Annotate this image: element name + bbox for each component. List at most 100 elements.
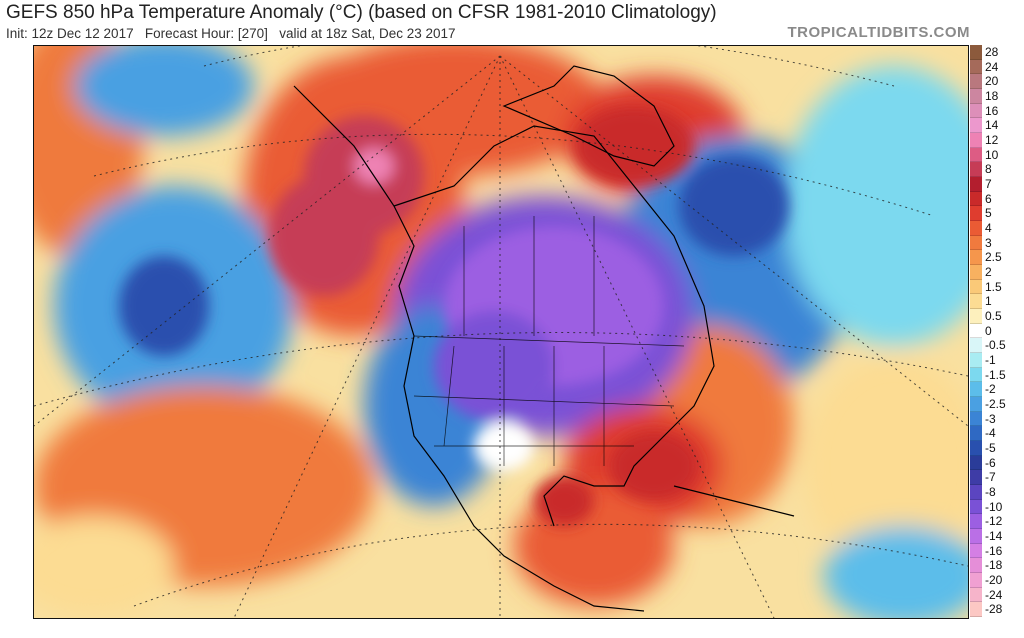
map-title: GEFS 850 hPa Temperature Anomaly (°C) (b…: [6, 2, 717, 23]
colorbar-entry: 20: [970, 74, 1020, 89]
colorbar-label: -24: [985, 587, 1003, 602]
colorbar-swatch: [970, 221, 982, 236]
colorbar-entry: -4: [970, 426, 1020, 441]
colorbar-label: 20: [985, 74, 999, 89]
colorbar-entry: -8: [970, 485, 1020, 500]
colorbar-swatch: [970, 499, 982, 515]
colorbar-label: 1: [985, 294, 992, 309]
colorbar-label: 4: [985, 221, 992, 235]
colorbar-swatch: [970, 485, 982, 500]
colorbar-label: 8: [985, 162, 992, 177]
colorbar-label: -20: [985, 573, 1003, 587]
colorbar-entry: 12: [970, 133, 1020, 148]
colorbar-label: -1.5: [985, 367, 1006, 382]
colorbar-swatch: [970, 514, 982, 529]
colorbar-swatch: [970, 162, 982, 177]
colorbar-entry: -18: [970, 558, 1020, 573]
colorbar-entry: -7: [970, 470, 1020, 485]
colorbar-label: -3: [985, 411, 996, 426]
colorbar-entry: -1.5: [970, 367, 1020, 383]
colorbar-entry: -24: [970, 587, 1020, 603]
colorbar-label: 0.5: [985, 309, 1002, 323]
colorbar-label: 28: [985, 45, 999, 59]
colorbar-swatch: [970, 265, 982, 280]
anomaly-colorbar: 28 24 20 18 16 14 12 10 8 7 6 5 4 3 2.5 2 1.5 1 0.5 0 -0.5 -1…: [970, 45, 1020, 617]
colorbar-entry: -6: [970, 455, 1020, 471]
colorbar-entry: 3: [970, 235, 1020, 251]
colorbar-entry: 2.5: [970, 250, 1020, 265]
colorbar-swatch: [970, 235, 982, 251]
colorbar-entry: 6: [970, 191, 1020, 207]
colorbar-entry: 1.5: [970, 279, 1020, 295]
colorbar-entry: -20: [970, 573, 1020, 588]
colorbar-label: -16: [985, 543, 1003, 558]
colorbar-label: -1: [985, 353, 996, 367]
colorbar-entry: -14: [970, 529, 1020, 544]
colorbar-entry: 16: [970, 103, 1020, 119]
colorbar-entry: 1: [970, 294, 1020, 309]
colorbar-swatch: [970, 118, 982, 133]
colorbar-label: 16: [985, 103, 999, 118]
colorbar-entry: 4: [970, 221, 1020, 236]
colorbar-entry: -0.5: [970, 338, 1020, 353]
colorbar-entry: 24: [970, 59, 1020, 75]
site-credit: TROPICALTIDBITS.COM: [787, 24, 970, 41]
colorbar-swatch: [970, 455, 982, 471]
colorbar-swatch: [970, 573, 982, 588]
colorbar-label: -14: [985, 529, 1003, 543]
colorbar-swatch: [970, 382, 982, 397]
colorbar-swatch: [970, 558, 982, 573]
colorbar-swatch: [970, 74, 982, 89]
colorbar-entry: 0: [970, 323, 1020, 339]
colorbar-swatch: [970, 294, 982, 309]
colorbar-entry: 10: [970, 147, 1020, 163]
colorbar-label: 2: [985, 265, 992, 279]
colorbar-swatch: [970, 323, 982, 339]
colorbar-swatch: [970, 602, 982, 617]
colorbar-label: -6: [985, 455, 996, 470]
colorbar-entry: 8: [970, 162, 1020, 177]
colorbar-entry: 28: [970, 45, 1020, 60]
anomaly-map-canvas: [34, 46, 968, 618]
colorbar-swatch: [970, 309, 982, 324]
colorbar-swatch: [970, 89, 982, 104]
colorbar-swatch: [970, 147, 982, 163]
colorbar-swatch: [970, 191, 982, 207]
colorbar-label: -12: [985, 514, 1003, 529]
colorbar-swatch: [970, 133, 982, 148]
colorbar-label: -10: [985, 499, 1003, 514]
colorbar-swatch: [970, 426, 982, 441]
colorbar-swatch: [970, 59, 982, 75]
map-subtitle: Init: 12z Dec 12 2017 Forecast Hour: [27…: [6, 26, 456, 41]
colorbar-swatch: [970, 470, 982, 485]
colorbar-label: 18: [985, 89, 999, 103]
colorbar-entry: -5: [970, 441, 1020, 456]
colorbar-label: 7: [985, 177, 992, 191]
colorbar-label: 5: [985, 206, 992, 221]
colorbar-swatch: [970, 206, 982, 221]
colorbar-label: -7: [985, 470, 996, 485]
colorbar-entry: 0.5: [970, 309, 1020, 324]
forecast-hour: Forecast Hour: [270]: [144, 26, 268, 41]
colorbar-entry: -2.5: [970, 397, 1020, 412]
colorbar-label: 2.5: [985, 250, 1002, 265]
init-time: Init: 12z Dec 12 2017: [6, 26, 134, 41]
colorbar-label: 1.5: [985, 279, 1002, 294]
colorbar-entry: 14: [970, 118, 1020, 133]
colorbar-swatch: [970, 543, 982, 559]
colorbar-entry: -3: [970, 411, 1020, 427]
colorbar-label: -2: [985, 382, 996, 397]
colorbar-swatch: [970, 45, 982, 60]
colorbar-label: 10: [985, 147, 999, 162]
colorbar-label: 14: [985, 118, 999, 133]
colorbar-label: -4: [985, 426, 996, 441]
colorbar-swatch: [970, 441, 982, 456]
colorbar-entry: 5: [970, 206, 1020, 221]
colorbar-swatch: [970, 397, 982, 412]
colorbar-entry: -28: [970, 602, 1020, 617]
colorbar-label: 3: [985, 235, 992, 250]
colorbar-swatch: [970, 367, 982, 383]
anomaly-map: [33, 45, 969, 619]
colorbar-label: -0.5: [985, 338, 1006, 353]
colorbar-label: 12: [985, 133, 999, 147]
